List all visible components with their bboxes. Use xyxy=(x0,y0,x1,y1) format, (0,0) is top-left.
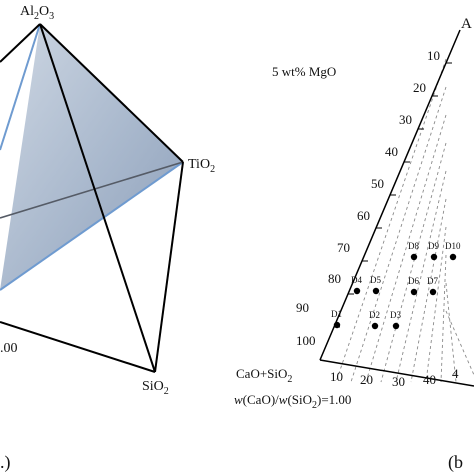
bottom-axis-tick: 40 xyxy=(423,372,436,387)
dashed-grid xyxy=(335,58,474,383)
bottom-axis-tick: 10 xyxy=(330,369,343,384)
panel-label-a: .) xyxy=(0,452,11,473)
point-label-d7: D7 xyxy=(427,276,438,286)
point-d10 xyxy=(449,253,457,261)
point-d7 xyxy=(429,288,437,296)
data-points: D1 D2 D3 D4 D5 D6 D7 D8 D9 D10 xyxy=(331,241,461,330)
left-axis-tick: 40 xyxy=(385,144,398,159)
point-label-d8: D8 xyxy=(408,241,419,251)
grid-line xyxy=(380,142,447,383)
plane-edge-bottom xyxy=(0,161,184,291)
grid-line xyxy=(395,170,447,383)
left-axis-tick: 70 xyxy=(337,240,350,255)
grid-line xyxy=(445,282,457,383)
point-label-d5: D5 xyxy=(370,275,381,285)
point-d1 xyxy=(333,321,341,329)
left-axis-tick: 100 xyxy=(296,333,316,348)
bottom-left-label: CaO+SiO2 xyxy=(236,366,292,385)
point-label-d10: D10 xyxy=(445,241,461,251)
point-label-d9: D9 xyxy=(428,241,439,251)
vertex-label-tio2: TiO2 xyxy=(188,157,215,175)
left-axis-tick: 10 xyxy=(427,48,440,63)
point-label-d1: D1 xyxy=(331,309,342,319)
point-label-d6: D6 xyxy=(408,276,419,286)
point-d8 xyxy=(410,253,418,261)
vertex-label-al2o3: Al2O3 xyxy=(20,4,54,22)
grid-line xyxy=(335,58,447,383)
left-axis-tick: 80 xyxy=(328,271,341,286)
edge-tio2-sio2 xyxy=(154,161,184,373)
plane-edge-left xyxy=(0,23,41,151)
point-d3 xyxy=(392,322,400,330)
panel-label-b: (b xyxy=(448,452,463,473)
ternary-title: 5 wt% MgO xyxy=(272,64,336,79)
left-axis-tick: 90 xyxy=(296,300,309,315)
bottom-axis-tick: 4 xyxy=(452,366,459,381)
grid-line xyxy=(365,114,447,383)
apex-label-fragment: A xyxy=(461,16,472,32)
left-axis-tick: 30 xyxy=(399,112,412,127)
point-d4 xyxy=(353,287,361,295)
bottom-axis-tick: 20 xyxy=(360,372,373,387)
edge-al2o3-sio2 xyxy=(39,23,156,373)
grid-line xyxy=(350,86,447,383)
point-d9 xyxy=(430,253,438,261)
ratio-label: w(CaO)/w(SiO2)=1.00 xyxy=(234,392,351,411)
left-axis-tick: 60 xyxy=(357,208,370,223)
left-axis-tick: 20 xyxy=(413,80,426,95)
ternary-bottom-edge xyxy=(319,359,474,387)
edge-al2o3-left xyxy=(0,23,41,63)
ratio-label-fragment: .00 xyxy=(0,341,18,356)
grid-line xyxy=(410,198,447,383)
point-d5 xyxy=(372,287,380,295)
tetrahedron-section-plane xyxy=(0,24,183,290)
vertex-label-sio2: SiO2 xyxy=(142,379,169,397)
plane-inner-line xyxy=(0,161,184,219)
tetrahedron-panel: Al2O3 TiO2 SiO2 .00 .) xyxy=(0,4,215,473)
point-label-d4: D4 xyxy=(351,275,362,285)
left-axis-tick: 50 xyxy=(371,176,384,191)
point-label-d2: D2 xyxy=(369,310,380,320)
point-label-d3: D3 xyxy=(390,310,401,320)
edge-left-sio2 xyxy=(0,321,156,373)
grid-line xyxy=(425,226,447,383)
ternary-panel: 5 wt% MgO A 10 20 30 40 50 60 70 80 90 1… xyxy=(234,16,474,473)
edge-al2o3-tio2 xyxy=(39,23,184,163)
left-axis-minor-ticks xyxy=(334,62,452,328)
grid-line xyxy=(440,254,447,383)
point-d6 xyxy=(410,288,418,296)
bottom-axis-tick: 30 xyxy=(392,374,405,389)
point-d2 xyxy=(371,322,379,330)
